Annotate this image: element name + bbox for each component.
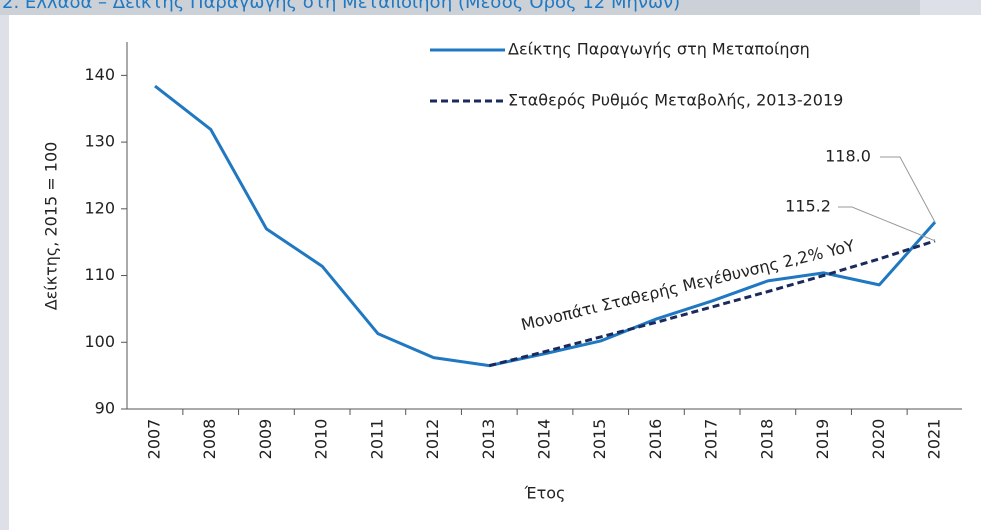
x-tick-label: 2012 [423,419,442,460]
y-tick-label: 100 [84,332,115,351]
x-tick-label: 2021 [925,419,944,460]
title-box [0,0,920,15]
x-tick-label: 2009 [256,419,275,460]
x-tick-label: 2007 [145,419,164,460]
x-tick-label: 2008 [200,419,219,460]
leader-line [880,156,936,223]
y-axis-label: Δείκτης, 2015 = 100 [42,142,61,311]
x-tick-label: 2011 [367,419,386,460]
legend-label: Σταθερός Ρυθμός Μεταβολής, 2013-2019 [508,91,843,110]
y-tick-label: 140 [84,65,115,84]
chart-title: 2. Ελλάδα – Δείκτης Παραγωγής στη Μεταπο… [2,0,680,13]
left-strip [0,0,9,530]
y-tick-label: 120 [84,198,115,217]
y-tick-label: 110 [84,265,115,284]
x-tick-label: 2013 [479,419,498,460]
value-label: 118.0 [825,147,871,166]
x-tick-label: 2017 [702,419,721,460]
x-tick-label: 2010 [312,419,331,460]
x-tick-label: 2018 [757,419,776,460]
x-tick-label: 2014 [535,419,554,460]
leader-line [838,206,936,242]
x-tick-label: 2020 [869,419,888,460]
series-line [154,84,937,368]
x-tick-label: 2015 [590,419,609,460]
legend-label: Δείκτης Παραγωγής στη Μεταποίηση [508,40,810,59]
x-tick-label: 2019 [813,419,832,460]
y-tick-label: 130 [84,132,115,151]
series-line [488,239,936,368]
x-tick-label: 2016 [646,419,665,460]
y-tick-label: 90 [95,399,115,418]
x-axis-label: Έτος [524,484,566,503]
value-label: 115.2 [785,197,831,216]
